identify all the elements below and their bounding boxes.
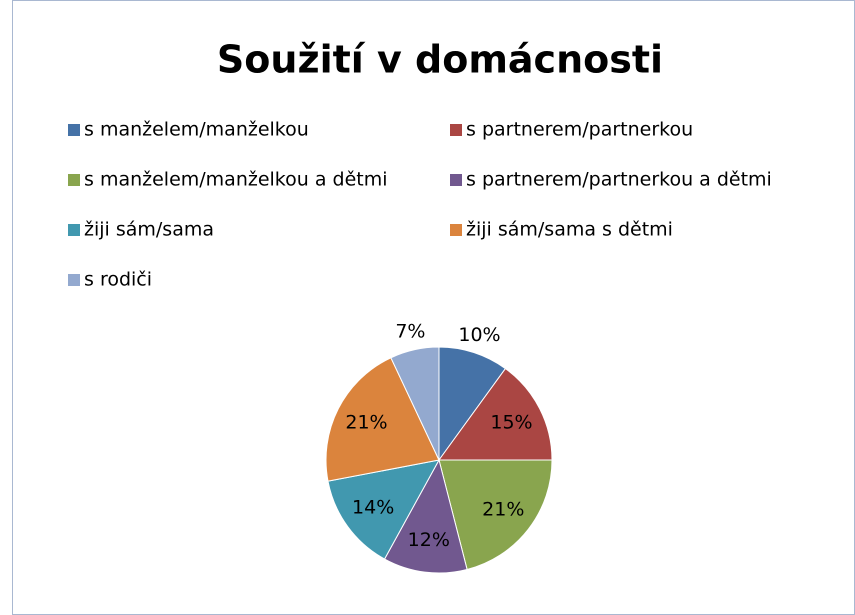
chart-title: Soužití v domácnosti xyxy=(217,38,663,82)
legend-swatch xyxy=(68,274,80,286)
legend-swatch xyxy=(450,124,462,136)
data-label: 21% xyxy=(482,498,524,520)
data-label: 10% xyxy=(458,324,500,346)
pie-slice xyxy=(438,346,507,462)
legend-label: žiji sám/sama xyxy=(84,219,214,241)
data-label: 12% xyxy=(408,529,450,551)
legend-label: s rodiči xyxy=(84,269,152,291)
legend-label: s partnerem/partnerkou a dětmi xyxy=(466,169,772,191)
pie-slice xyxy=(438,459,553,571)
data-label: 15% xyxy=(490,412,532,434)
pie-slice xyxy=(383,458,468,574)
legend-swatch xyxy=(68,124,80,136)
legend-swatch xyxy=(450,224,462,236)
legend-swatch xyxy=(68,224,80,236)
legend-label: s partnerem/partnerkou xyxy=(466,119,693,141)
legend-label: s manželem/manželkou xyxy=(84,119,309,141)
data-label: 7% xyxy=(395,321,425,343)
pie-slice xyxy=(438,367,553,461)
pie-slice xyxy=(327,459,440,560)
pie-slice xyxy=(390,346,440,461)
pie-slice xyxy=(325,357,440,482)
legend-label: žiji sám/sama s dětmi xyxy=(466,219,673,241)
data-label: 21% xyxy=(345,412,387,434)
data-label: 14% xyxy=(352,496,394,518)
legend-swatch xyxy=(450,174,462,186)
legend-label: s manželem/manželkou a dětmi xyxy=(84,169,388,191)
legend-swatch xyxy=(68,174,80,186)
